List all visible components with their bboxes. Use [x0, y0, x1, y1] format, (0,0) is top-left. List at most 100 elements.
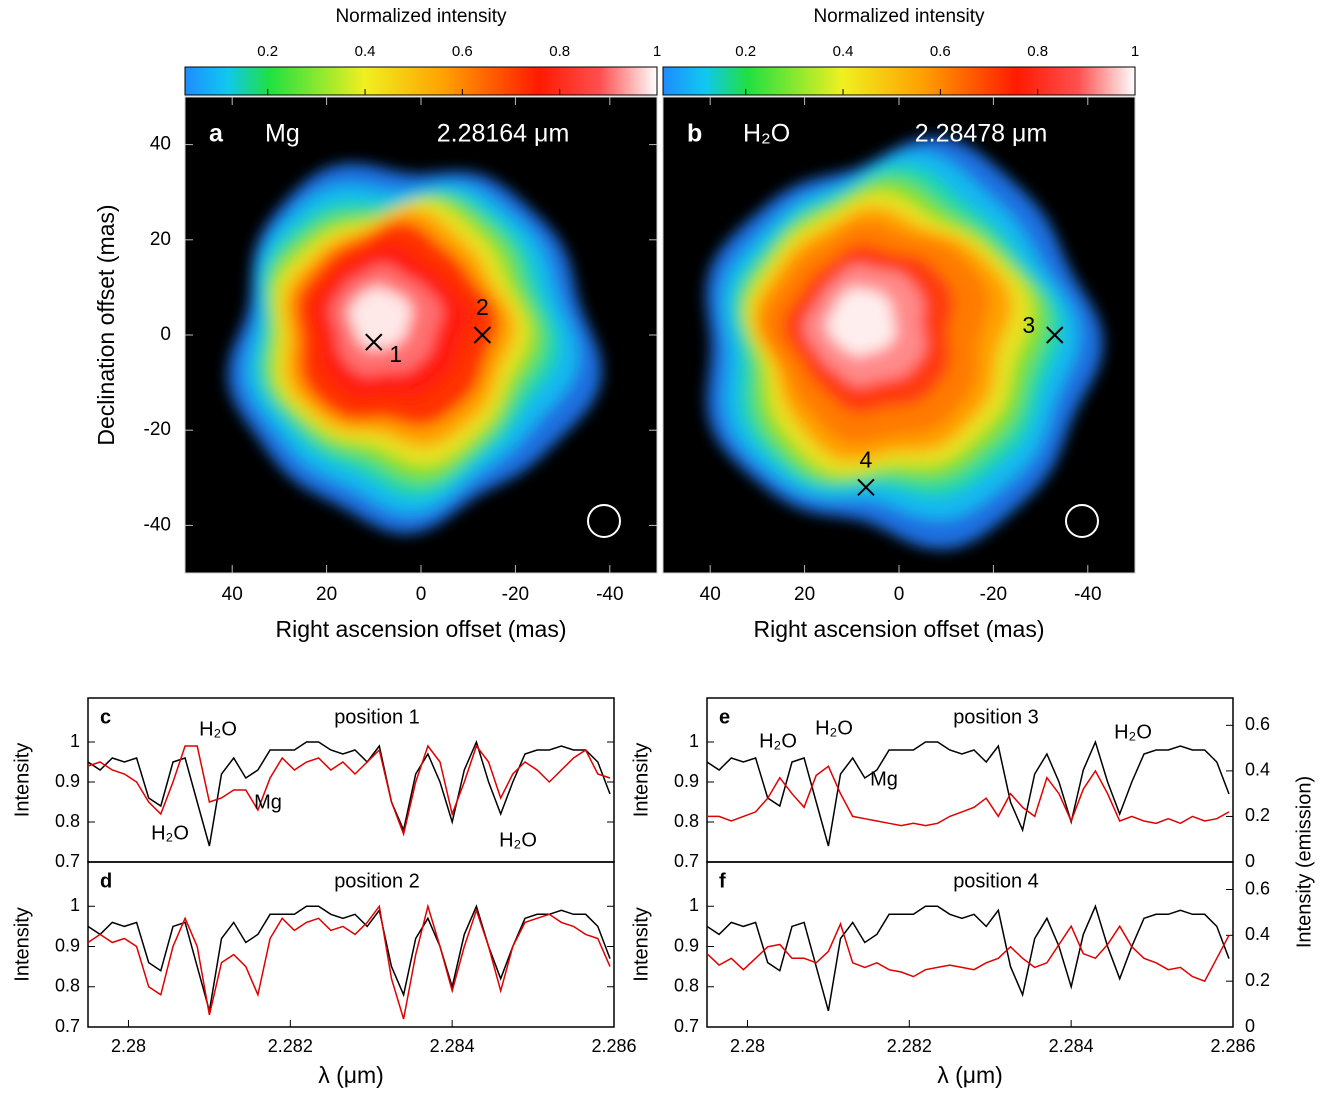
panel-label: a	[209, 120, 224, 148]
panel-title: position 3	[953, 706, 1039, 728]
x-tick-label: 40	[222, 584, 243, 605]
x-tick-label: 0	[416, 584, 427, 605]
panel-label: e	[719, 706, 730, 728]
y2-tick-label: 0.2	[1245, 805, 1270, 825]
y-tick-label: 0.9	[55, 935, 80, 955]
y2-axis-label: Intensity (emission)	[1293, 776, 1315, 948]
x-tick-label: -20	[502, 584, 529, 605]
x-tick-label: 2.28	[111, 1036, 146, 1056]
y-tick-label: 0.7	[55, 851, 80, 871]
y-tick-label: 0.9	[674, 771, 699, 791]
y-tick-label: 20	[150, 229, 171, 250]
panel-title: position 1	[334, 706, 420, 728]
position-marker	[1046, 326, 1064, 344]
y-axis-label: Intensity	[11, 907, 33, 981]
colorbar-tick-label: 0.8	[1027, 43, 1048, 60]
spectrum-line	[706, 921, 1230, 983]
annotation: H₂O	[199, 718, 237, 740]
y-tick-label: 0.7	[674, 851, 699, 871]
y2-tick-label: 0.6	[1245, 714, 1270, 734]
x-axis-label: λ (μm)	[937, 1062, 1003, 1088]
y-tick-label: -20	[144, 419, 171, 440]
annotation: H₂O	[759, 730, 797, 752]
position-label: 2	[476, 294, 489, 320]
y-tick-label: 0.7	[55, 1016, 80, 1036]
x-tick-label: -20	[980, 584, 1007, 605]
y-tick-label: 40	[150, 134, 171, 155]
position-label: 3	[1022, 312, 1035, 338]
plot-frame	[87, 861, 615, 1028]
annotation: Mg	[870, 768, 898, 790]
x-tick-label: 20	[316, 584, 337, 605]
y-axis-label: Declination offset (mas)	[93, 204, 119, 445]
x-tick-label: 2.284	[430, 1036, 475, 1056]
position-label: 1	[389, 341, 402, 367]
spectrum-line	[87, 739, 611, 847]
y2-tick-label: 0	[1245, 1016, 1255, 1036]
annotation: Mg	[254, 791, 282, 813]
colorbar-tick-label: 0.4	[355, 43, 376, 60]
annotation: H₂O	[815, 717, 853, 739]
y-tick-label: 0.7	[674, 1016, 699, 1036]
y-tick-label: 0.9	[55, 771, 80, 791]
wavelength-label: 2.28478 μm	[915, 120, 1048, 148]
y-tick-label: 0.8	[674, 976, 699, 996]
y-tick-label: -40	[144, 514, 171, 535]
panel-label: b	[687, 120, 702, 148]
intensity-level	[348, 286, 413, 350]
x-tick-label: 2.286	[1210, 1036, 1255, 1056]
y2-tick-label: 0	[1245, 851, 1255, 871]
plot-frame	[706, 861, 1234, 1028]
panel-label: f	[719, 870, 726, 892]
position-marker	[473, 326, 492, 344]
y2-tick-label: 0.4	[1245, 760, 1270, 780]
y-tick-label: 1	[689, 895, 699, 915]
x-tick-label: -40	[596, 584, 623, 605]
x-axis-label: λ (μm)	[318, 1062, 384, 1088]
intensity-map	[705, 136, 1103, 550]
panel-title: position 2	[334, 870, 420, 892]
y-axis-label: Intensity	[630, 743, 652, 817]
panel-title: position 4	[953, 870, 1039, 892]
y2-tick-label: 0.4	[1245, 924, 1270, 944]
intensity-level	[826, 287, 896, 357]
panel-label: c	[100, 706, 111, 728]
spectrum-line	[706, 904, 1230, 1012]
y-axis-label: Intensity	[11, 743, 33, 817]
colorbar-tick-label: 0.4	[833, 43, 854, 60]
beam	[1065, 504, 1099, 538]
x-tick-label: 2.282	[887, 1036, 932, 1056]
y-axis-label: Intensity	[630, 907, 652, 981]
x-tick-label: 40	[700, 584, 721, 605]
colorbar-tick-label: 1	[1131, 43, 1139, 60]
colorbar-tick-label: 0.6	[930, 43, 951, 60]
y-tick-label: 0.8	[55, 976, 80, 996]
wavelength-label: 2.28164 μm	[437, 120, 570, 148]
spectrum-line	[87, 904, 611, 1012]
annotation: H₂O	[1114, 721, 1152, 743]
species-label: H₂O	[743, 120, 790, 148]
y-tick-label: 1	[70, 895, 80, 915]
position-label: 4	[860, 446, 873, 472]
spectrum-line	[706, 739, 1230, 847]
x-tick-label: 0	[894, 584, 905, 605]
x-tick-label: -40	[1074, 584, 1101, 605]
intensity-map	[227, 163, 602, 534]
x-tick-label: 2.282	[268, 1036, 313, 1056]
y-tick-label: 1	[70, 731, 80, 751]
y-tick-label: 1	[689, 731, 699, 751]
annotation: H₂O	[499, 829, 537, 851]
beam	[587, 504, 621, 538]
y-tick-label: 0.8	[674, 811, 699, 831]
y2-tick-label: 0.6	[1245, 878, 1270, 898]
colorbar-tick-label: 0.6	[452, 43, 473, 60]
colorbar-label: Normalized intensity	[813, 6, 985, 27]
y-tick-label: 0.9	[674, 935, 699, 955]
colorbar	[662, 66, 1136, 96]
colorbar-tick-label: 1	[653, 43, 661, 60]
y-tick-label: 0	[160, 324, 171, 345]
x-tick-label: 2.28	[730, 1036, 765, 1056]
colorbar	[184, 66, 658, 96]
x-tick-label: 2.286	[591, 1036, 636, 1056]
